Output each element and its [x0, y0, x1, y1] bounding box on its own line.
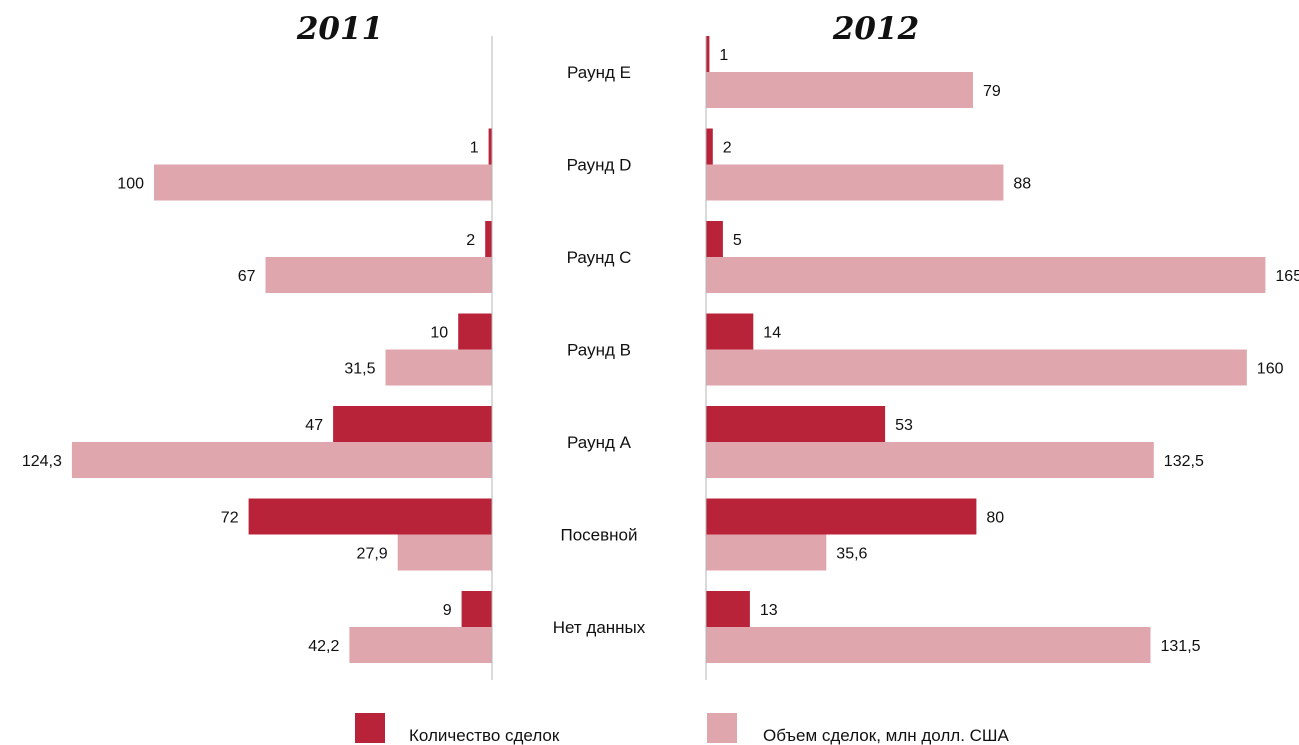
- bar-2012-deal-volume: [706, 72, 973, 108]
- panel-2012: 1 2 5 14 53 80 13 79 88 165,5 160 132,5 35,6 131,5: [706, 36, 1299, 663]
- data-label-2012: 13: [760, 602, 778, 619]
- bar-2011-deal-volume: [71, 442, 493, 478]
- bar-2011-deal-count: [458, 313, 492, 350]
- data-label-2012: 53: [895, 417, 913, 434]
- year-title-2012: 2012: [832, 11, 919, 47]
- data-label-2011: 9: [443, 602, 452, 619]
- data-label-2012: 88: [1013, 176, 1031, 193]
- data-label-2011: 31,5: [344, 361, 375, 378]
- category-label: Раунд C: [567, 248, 632, 267]
- data-label-2011: 42,2: [308, 638, 339, 655]
- data-label-2011: 47: [305, 417, 323, 434]
- legend-swatch-deal-volume: [707, 713, 737, 743]
- data-label-2012: 2: [723, 140, 732, 157]
- bar-2012-deal-count: [706, 498, 977, 535]
- data-label-2011: 100: [117, 176, 144, 193]
- bar-2012-deal-volume: [706, 534, 827, 571]
- bar-2011-deal-volume: [265, 257, 492, 293]
- bar-2012-deal-count: [706, 128, 713, 165]
- legend-label-deal-volume: Объем сделок, млн долл. США: [763, 726, 1010, 745]
- bar-2012-deal-volume: [706, 349, 1247, 386]
- data-label-2011: 67: [238, 268, 256, 285]
- data-label-2011: 124,3: [22, 453, 62, 470]
- data-label-2012: 80: [986, 510, 1004, 527]
- bar-2011-deal-volume: [385, 349, 492, 386]
- bar-2012-deal-volume: [706, 442, 1154, 478]
- legend-swatch-deal-count: [355, 713, 385, 743]
- bar-2011-deal-count: [485, 221, 492, 257]
- legend-label-deal-count: Количество сделок: [409, 726, 560, 745]
- year-title-2011: 2011: [296, 11, 383, 47]
- bar-2011-deal-count: [333, 406, 492, 442]
- data-label-2012: 131,5: [1161, 638, 1201, 655]
- bar-2011-deal-count: [461, 591, 492, 627]
- category-label: Раунд A: [567, 433, 632, 452]
- bar-2011-deal-count: [248, 498, 492, 535]
- data-label-2012: 1: [719, 47, 728, 64]
- data-label-2011: 72: [221, 510, 239, 527]
- category-label: Раунд D: [567, 156, 632, 175]
- data-label-2012: 165,5: [1275, 268, 1299, 285]
- data-label-2011: 27,9: [357, 546, 388, 563]
- category-label: Раунд B: [567, 341, 631, 360]
- data-label-2012: 35,6: [836, 546, 867, 563]
- category-labels: Раунд E Раунд D Раунд C Раунд B Раунд A Посев…: [553, 63, 646, 637]
- bar-2012-deal-count: [706, 591, 750, 627]
- bar-2012-deal-count: [706, 221, 723, 257]
- bar-2011-deal-volume: [154, 164, 492, 201]
- data-label-2012: 160: [1257, 361, 1284, 378]
- bar-2012-deal-volume: [706, 257, 1266, 293]
- bar-2012-deal-count: [706, 36, 710, 72]
- data-label-2012: 5: [733, 232, 742, 249]
- bar-2011-deal-count: [488, 128, 492, 165]
- category-label: Нет данных: [553, 618, 646, 637]
- category-label: Посевной: [561, 526, 638, 545]
- legend: Количество сделок Объем сделок, млн долл…: [355, 713, 1010, 745]
- bar-2011-deal-volume: [397, 534, 492, 571]
- data-label-2012: 79: [983, 83, 1001, 100]
- category-label: Раунд E: [567, 63, 631, 82]
- bar-2011-deal-volume: [349, 627, 492, 663]
- data-label-2011: 2: [466, 232, 475, 249]
- data-label-2011: 1: [470, 140, 479, 157]
- bar-2012-deal-volume: [706, 627, 1151, 663]
- panel-2011: 1 2 10 47 72 9 100 67 31,5 124,3 27,9 42,2: [22, 128, 493, 663]
- bar-2012-deal-count: [706, 406, 886, 442]
- data-label-2012: 132,5: [1164, 453, 1204, 470]
- data-label-2012: 14: [763, 325, 781, 342]
- bar-2012-deal-volume: [706, 164, 1004, 201]
- data-label-2011: 10: [430, 325, 448, 342]
- bar-2012-deal-count: [706, 313, 754, 350]
